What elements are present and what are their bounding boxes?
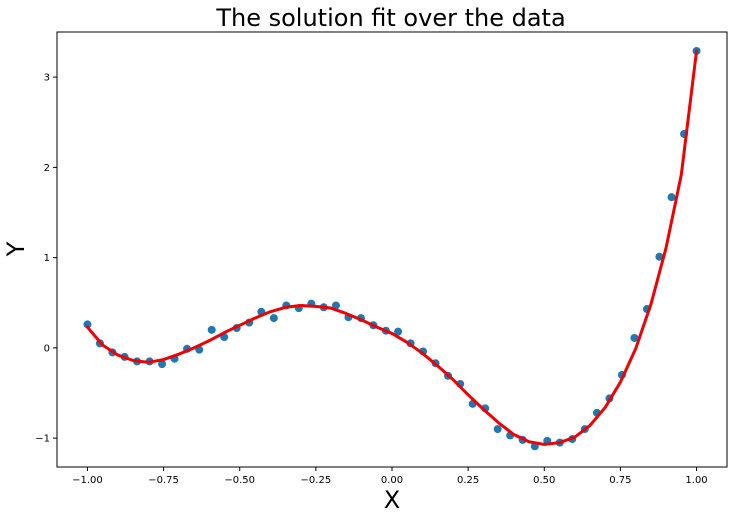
y-tick-label: 0 [44,343,50,354]
data-point [394,327,403,336]
x-tick-label: 0.25 [457,475,479,486]
x-axis-label: X [384,486,400,514]
x-tick-label: 0.50 [533,475,555,486]
data-point [158,360,167,369]
data-point [655,252,664,261]
y-axis-label: Y [2,241,30,257]
data-point [331,301,340,310]
data-point [269,314,278,323]
data-point [83,320,92,329]
y-tick-label: 2 [44,163,50,174]
chart-title: The solution fit over the data [215,4,565,32]
data-point [493,425,502,434]
x-tick-label: −0.75 [148,475,179,486]
data-point [667,193,676,202]
x-tick-label: 0.75 [609,475,631,486]
plot-area [56,31,728,468]
y-tick-label: −1 [35,434,50,445]
x-tick-label: −0.25 [301,475,332,486]
data-marks [83,46,701,451]
x-axis: −1.00 −0.75 −0.50 −0.25 0.00 0.25 0.50 0.75 1.00 [72,467,708,486]
x-tick-label: 1.00 [685,475,707,486]
y-tick-label: 3 [44,73,50,84]
x-tick-label: −1.00 [72,475,103,486]
y-axis: −1 0 1 2 3 [35,73,57,445]
data-point [630,333,639,342]
x-tick-label: −0.50 [224,475,255,486]
x-tick-label: 0.00 [381,475,403,486]
data-point [207,325,216,334]
y-tick-label: 1 [44,253,50,264]
fit-curve-line [85,49,699,446]
